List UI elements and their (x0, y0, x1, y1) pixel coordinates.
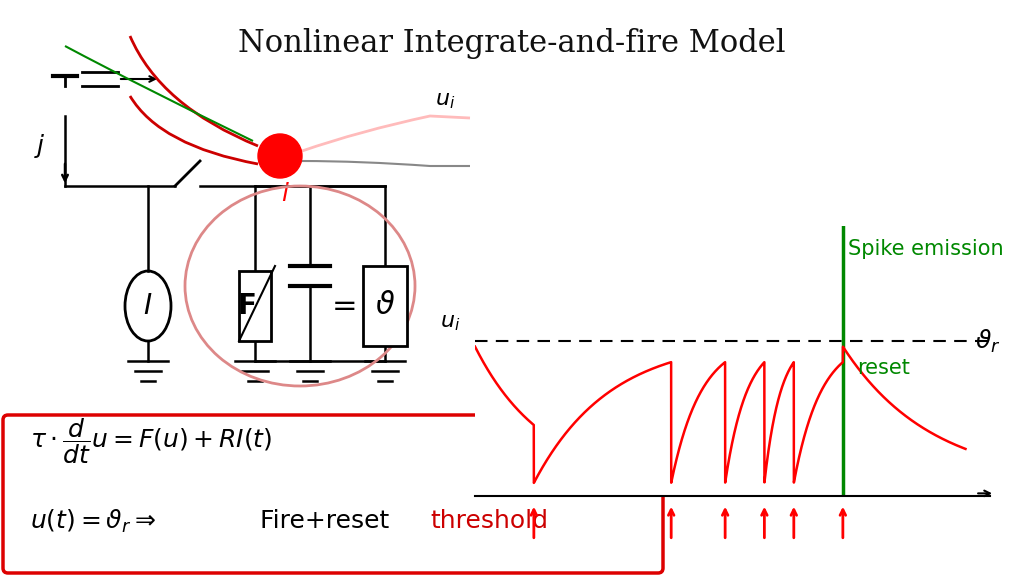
Text: Spike emission: Spike emission (848, 239, 1004, 259)
FancyBboxPatch shape (239, 271, 271, 341)
Text: i: i (282, 182, 289, 206)
Text: $\tau \cdot \dfrac{d}{dt}u = F(u) + RI(t)$: $\tau \cdot \dfrac{d}{dt}u = F(u) + RI(t… (30, 416, 272, 466)
FancyBboxPatch shape (3, 415, 663, 573)
Text: NONlinear: NONlinear (520, 426, 695, 456)
Text: Nonlinear Integrate-and-fire Model: Nonlinear Integrate-and-fire Model (239, 28, 785, 59)
Circle shape (258, 134, 302, 178)
Text: $u_i$: $u_i$ (435, 89, 456, 111)
Text: j: j (37, 134, 43, 158)
Text: $u_i$: $u_i$ (440, 312, 460, 334)
Text: $\vartheta_r$: $\vartheta_r$ (975, 328, 1000, 355)
Text: $\mathit{I}$: $\mathit{I}$ (143, 293, 153, 320)
Text: threshold: threshold (430, 509, 548, 533)
Text: $\vartheta$: $\vartheta$ (375, 290, 395, 321)
Text: $u\left(t\right) = \vartheta_r \Rightarrow$: $u\left(t\right) = \vartheta_r \Rightarr… (30, 507, 156, 535)
Text: Fire+reset: Fire+reset (260, 509, 397, 533)
Text: F: F (238, 292, 256, 320)
Text: reset: reset (857, 358, 910, 377)
FancyBboxPatch shape (362, 266, 407, 346)
Text: =: = (332, 291, 357, 320)
